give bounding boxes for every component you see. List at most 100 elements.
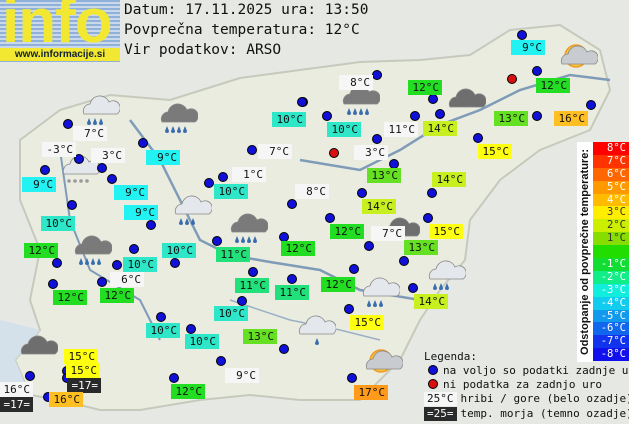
blue-dot-icon bbox=[428, 365, 438, 375]
station-dot[interactable] bbox=[204, 178, 214, 188]
station-dot[interactable] bbox=[25, 371, 35, 381]
heavy-rain-cloud-icon bbox=[158, 100, 199, 140]
temperature-label: 15°C bbox=[478, 144, 512, 159]
temperature-label: 9°C bbox=[22, 177, 56, 192]
station-dot[interactable] bbox=[212, 236, 222, 246]
station-dot[interactable] bbox=[586, 100, 596, 110]
country-area bbox=[13, 23, 612, 411]
station-dot[interactable] bbox=[107, 174, 117, 184]
scale-title: Odstopanje od povprečne temperature: bbox=[577, 142, 593, 362]
station-dot[interactable] bbox=[186, 324, 196, 334]
river-soca bbox=[59, 149, 161, 341]
scale-step: -8°C bbox=[593, 348, 629, 362]
average-temperature: Povprečna temperatura: 12°C bbox=[124, 22, 360, 38]
temperature-label: 6°C bbox=[110, 272, 144, 287]
station-dot[interactable] bbox=[287, 274, 297, 284]
temperature-label: 14°C bbox=[362, 199, 396, 214]
station-dot[interactable] bbox=[247, 145, 257, 155]
station-dot[interactable] bbox=[237, 296, 247, 306]
temperature-label: 17°C bbox=[354, 385, 388, 400]
station-dot[interactable] bbox=[427, 188, 437, 198]
temperature-label: 11°C bbox=[216, 247, 250, 262]
temperature-label: 12°C bbox=[321, 277, 355, 292]
partly-sunny-icon bbox=[558, 42, 599, 82]
station-dot[interactable] bbox=[170, 258, 180, 268]
station-dot[interactable] bbox=[532, 66, 542, 76]
station-dot[interactable] bbox=[297, 97, 307, 107]
station-dot[interactable] bbox=[138, 138, 148, 148]
station-dot[interactable] bbox=[67, 200, 77, 210]
station-dot[interactable] bbox=[364, 241, 374, 251]
legend-sea: =25= temp. morja (temno ozadje) bbox=[424, 407, 629, 421]
station-dot[interactable] bbox=[52, 258, 62, 268]
station-dot[interactable] bbox=[322, 111, 332, 121]
temperature-label: 15°C bbox=[66, 363, 100, 378]
temperature-label: 9°C bbox=[511, 40, 545, 55]
temperature-label: 9°C bbox=[114, 185, 148, 200]
station-dot[interactable] bbox=[372, 134, 382, 144]
logo-word: info bbox=[2, 0, 113, 56]
scale-step: -4°C bbox=[593, 296, 629, 310]
temperature-label: 12°C bbox=[24, 243, 58, 258]
station-dot[interactable] bbox=[473, 133, 483, 143]
temperature-label: =17= bbox=[0, 397, 33, 412]
station-dot[interactable] bbox=[40, 165, 50, 175]
scale-step: 2°C bbox=[593, 219, 629, 233]
scale-step: -3°C bbox=[593, 283, 629, 297]
station-dot[interactable] bbox=[532, 111, 542, 121]
station-dot[interactable] bbox=[169, 373, 179, 383]
station-dot[interactable] bbox=[248, 267, 258, 277]
station-dot[interactable] bbox=[156, 312, 166, 322]
station-dot[interactable] bbox=[48, 279, 58, 289]
scale-step: -6°C bbox=[593, 322, 629, 336]
station-dot[interactable] bbox=[218, 172, 228, 182]
station-dot[interactable] bbox=[408, 283, 418, 293]
river-drava bbox=[299, 73, 611, 172]
legend-red-dot: ni podatka za zadnjo uro bbox=[428, 378, 602, 392]
station-dot[interactable] bbox=[435, 109, 445, 119]
station-dot[interactable] bbox=[428, 94, 438, 104]
station-dot[interactable] bbox=[372, 70, 382, 80]
temperature-label: 10°C bbox=[41, 216, 75, 231]
temperature-label: 7°C bbox=[258, 144, 292, 159]
temperature-label: 3°C bbox=[91, 148, 125, 163]
temperature-label: 8°C bbox=[339, 75, 373, 90]
dark-cloud-icon bbox=[18, 332, 59, 372]
temperature-label: 13°C bbox=[494, 111, 528, 126]
temperature-label: 12°C bbox=[408, 80, 442, 95]
station-dot[interactable] bbox=[97, 163, 107, 173]
station-dot[interactable] bbox=[347, 373, 357, 383]
logo-url[interactable]: www.informacije.si bbox=[0, 48, 120, 61]
station-dot[interactable] bbox=[344, 304, 354, 314]
station-dot[interactable] bbox=[325, 213, 335, 223]
red-dot-icon bbox=[428, 379, 438, 389]
station-dot[interactable] bbox=[287, 199, 297, 209]
legend-blue-dot: na voljo so podatki zadnje ure bbox=[428, 364, 629, 378]
station-dot[interactable] bbox=[357, 188, 367, 198]
temperature-label: 10°C bbox=[272, 112, 306, 127]
station-dot[interactable] bbox=[97, 277, 107, 287]
station-dot[interactable] bbox=[216, 356, 226, 366]
station-dot[interactable] bbox=[146, 220, 156, 230]
temperature-label: 12°C bbox=[536, 78, 570, 93]
station-dot[interactable] bbox=[517, 30, 527, 40]
station-dot[interactable] bbox=[349, 264, 359, 274]
station-dot[interactable] bbox=[279, 344, 289, 354]
station-no-data-dot[interactable] bbox=[507, 74, 517, 84]
heavy-rain-cloud-icon bbox=[72, 232, 113, 272]
station-dot[interactable] bbox=[112, 260, 122, 270]
station-dot[interactable] bbox=[410, 111, 420, 121]
temperature-label: 12°C bbox=[330, 224, 364, 239]
station-dot[interactable] bbox=[423, 213, 433, 223]
temperature-label: 12°C bbox=[171, 384, 205, 399]
station-dot[interactable] bbox=[399, 256, 409, 266]
partly-sunny-icon bbox=[363, 347, 404, 387]
temperature-label: 12°C bbox=[281, 241, 315, 256]
temperature-label: 9°C bbox=[124, 205, 158, 220]
station-no-data-dot[interactable] bbox=[329, 148, 339, 158]
site-logo[interactable]: info www.informacije.si bbox=[0, 0, 120, 62]
temperature-label: 13°C bbox=[404, 240, 438, 255]
station-dot[interactable] bbox=[74, 154, 84, 164]
station-dot[interactable] bbox=[129, 244, 139, 254]
station-dot[interactable] bbox=[63, 119, 73, 129]
